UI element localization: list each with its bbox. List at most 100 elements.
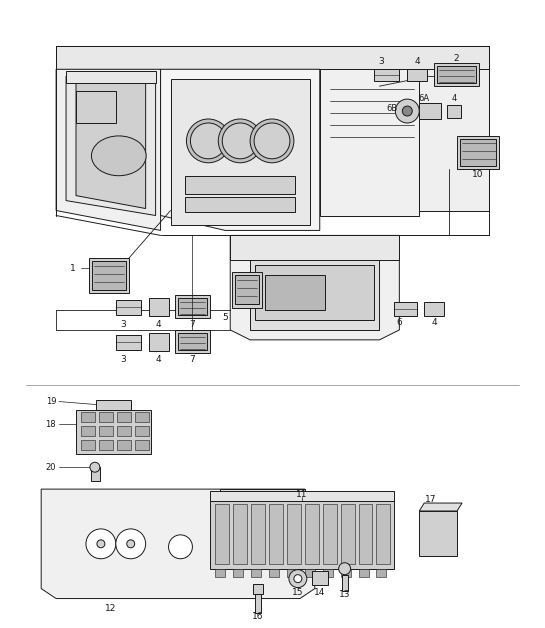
Text: 11: 11 [296, 490, 307, 499]
Text: 4: 4 [431, 318, 437, 327]
Bar [215, 504, 229, 564]
Bar [135, 440, 149, 450]
Circle shape [222, 123, 258, 159]
Polygon shape [89, 258, 129, 293]
Bar [255, 265, 374, 320]
Text: 12: 12 [105, 604, 117, 613]
Polygon shape [374, 69, 399, 81]
Polygon shape [96, 399, 131, 409]
Bar [135, 426, 149, 436]
Text: 7: 7 [190, 320, 195, 330]
Bar [92, 261, 126, 290]
Polygon shape [395, 302, 417, 316]
Circle shape [90, 462, 100, 472]
Text: 5: 5 [222, 313, 228, 323]
Polygon shape [424, 302, 444, 316]
Text: 2: 2 [453, 54, 459, 63]
Bar [215, 569, 225, 577]
Polygon shape [41, 489, 315, 598]
Circle shape [127, 540, 135, 548]
Ellipse shape [92, 136, 146, 176]
Bar [76, 91, 116, 123]
Bar [253, 583, 263, 593]
Circle shape [116, 529, 146, 559]
Text: 15: 15 [292, 588, 304, 597]
Bar [437, 67, 476, 83]
Circle shape [294, 575, 302, 583]
Text: 18: 18 [45, 420, 56, 429]
Bar [99, 426, 113, 436]
Bar [117, 413, 131, 423]
Polygon shape [149, 298, 168, 316]
Polygon shape [76, 409, 150, 454]
Bar [81, 426, 95, 436]
Bar [460, 139, 496, 166]
Bar [178, 298, 207, 315]
Text: 3: 3 [379, 57, 384, 66]
Text: 6A: 6A [419, 94, 430, 102]
Polygon shape [91, 467, 100, 481]
Bar [99, 440, 113, 450]
Polygon shape [457, 136, 499, 169]
Polygon shape [175, 330, 210, 353]
Text: 1: 1 [70, 264, 76, 273]
Circle shape [86, 529, 116, 559]
Bar [185, 197, 295, 212]
Circle shape [190, 123, 226, 159]
Polygon shape [312, 571, 328, 585]
Bar [265, 275, 325, 310]
Bar [99, 413, 113, 423]
Text: 3: 3 [120, 320, 126, 330]
Polygon shape [419, 511, 457, 556]
Text: 4: 4 [156, 355, 161, 364]
Bar [81, 440, 95, 450]
Polygon shape [447, 105, 461, 118]
Circle shape [186, 119, 230, 163]
Circle shape [250, 119, 294, 163]
Polygon shape [175, 295, 210, 318]
Polygon shape [66, 76, 156, 215]
Polygon shape [116, 300, 141, 315]
Circle shape [168, 535, 192, 559]
Circle shape [402, 106, 412, 116]
Polygon shape [171, 79, 310, 225]
Bar [269, 504, 283, 564]
Bar [342, 575, 348, 590]
Bar [251, 569, 261, 577]
Polygon shape [210, 501, 395, 569]
Polygon shape [56, 69, 161, 230]
Text: 4: 4 [451, 94, 457, 102]
Polygon shape [320, 69, 419, 215]
Bar [135, 413, 149, 423]
Text: 14: 14 [314, 588, 325, 597]
Text: 4: 4 [414, 57, 420, 66]
Bar [341, 504, 355, 564]
Polygon shape [230, 236, 399, 260]
Polygon shape [116, 335, 141, 350]
Polygon shape [434, 63, 479, 86]
Text: 19: 19 [46, 397, 56, 406]
Bar [341, 569, 350, 577]
Polygon shape [66, 71, 156, 83]
Bar [251, 504, 265, 564]
Polygon shape [419, 69, 489, 210]
Text: 20: 20 [46, 463, 56, 472]
Polygon shape [230, 236, 399, 340]
Text: 4: 4 [156, 320, 161, 330]
Bar [185, 176, 295, 193]
Polygon shape [419, 103, 441, 119]
Polygon shape [210, 491, 395, 501]
Polygon shape [161, 69, 320, 230]
Bar [178, 333, 207, 350]
Polygon shape [149, 333, 168, 351]
Polygon shape [250, 260, 379, 330]
Polygon shape [76, 83, 146, 208]
Bar [287, 504, 301, 564]
Text: 7: 7 [190, 355, 195, 364]
Text: 6: 6 [396, 318, 402, 327]
Bar [117, 440, 131, 450]
Bar [359, 504, 372, 564]
Bar [305, 569, 315, 577]
Text: 6B: 6B [387, 104, 398, 112]
Bar [323, 504, 337, 564]
